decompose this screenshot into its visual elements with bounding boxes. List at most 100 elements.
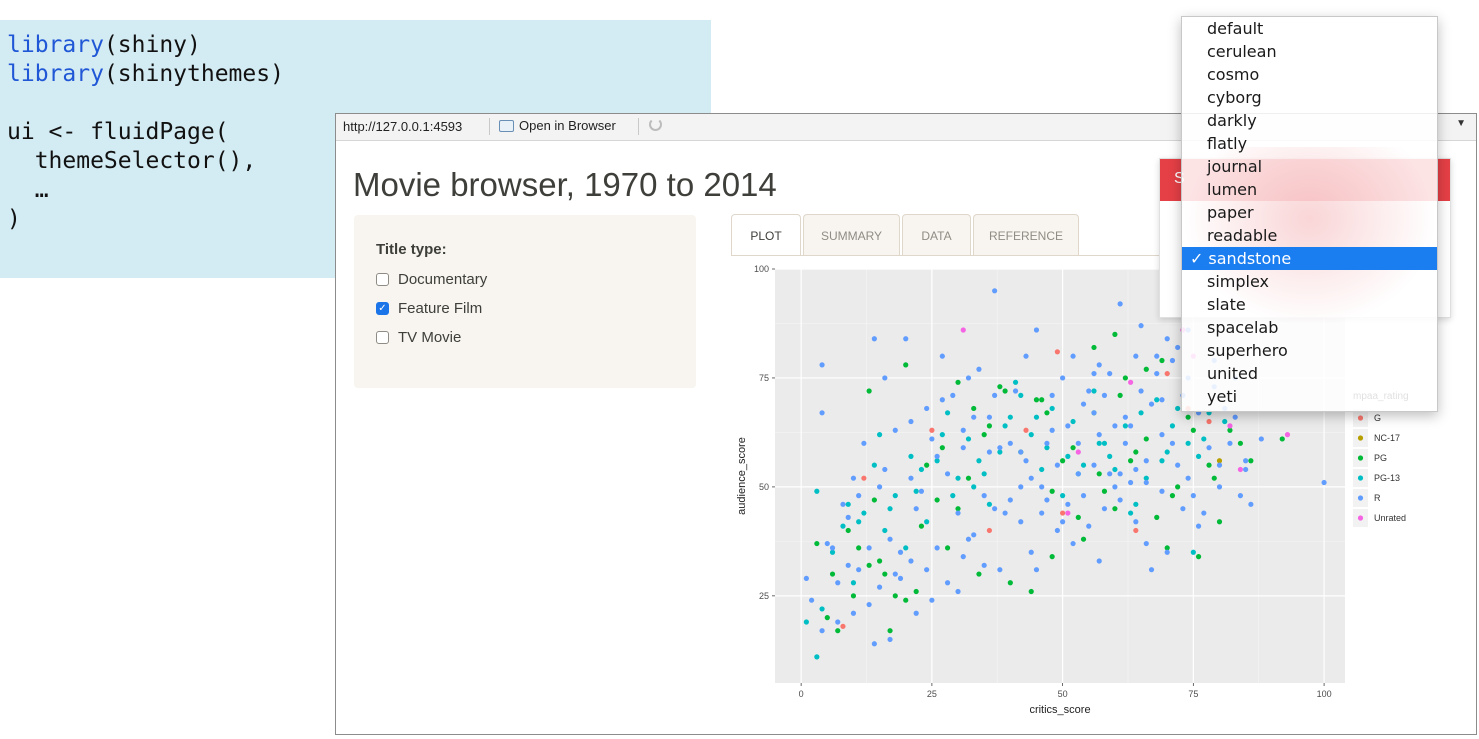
data-point-r bbox=[1117, 301, 1123, 307]
data-point-pg bbox=[1044, 410, 1050, 416]
data-point-pg-13 bbox=[1154, 397, 1160, 403]
data-point-pg-13 bbox=[814, 654, 820, 660]
data-point-g bbox=[1054, 349, 1060, 355]
checkbox-box[interactable]: ✓ bbox=[376, 302, 389, 315]
theme-option-paper[interactable]: paper bbox=[1182, 201, 1437, 224]
data-point-pg-13 bbox=[944, 410, 951, 416]
data-point-pg-13 bbox=[814, 488, 820, 494]
legend-swatch bbox=[1357, 415, 1364, 421]
open-in-browser-button[interactable]: Open in Browser bbox=[499, 118, 616, 133]
data-point-pg-13 bbox=[1127, 510, 1134, 516]
theme-option-readable[interactable]: readable bbox=[1182, 224, 1437, 247]
theme-option-spacelab[interactable]: spacelab bbox=[1182, 316, 1437, 339]
data-point-r bbox=[1243, 466, 1249, 473]
data-point-r bbox=[1028, 475, 1034, 481]
data-point-pg-13 bbox=[997, 449, 1003, 455]
theme-option-cosmo[interactable]: cosmo bbox=[1182, 63, 1437, 86]
data-point-r bbox=[1065, 501, 1071, 507]
theme-option-flatly[interactable]: flatly bbox=[1182, 132, 1437, 155]
legend-label: PG bbox=[1374, 453, 1387, 463]
theme-option-yeti[interactable]: yeti bbox=[1182, 385, 1437, 408]
tab-data[interactable]: DATA bbox=[902, 214, 971, 256]
data-point-pg-13 bbox=[892, 493, 898, 499]
data-point-r bbox=[1112, 423, 1118, 429]
code-line: library(shinythemes) bbox=[7, 60, 284, 89]
data-point-r bbox=[1169, 357, 1176, 364]
theme-option-united[interactable]: united bbox=[1182, 362, 1437, 385]
data-point-r bbox=[934, 453, 940, 459]
data-point-pg bbox=[1112, 331, 1118, 337]
data-point-pg-13 bbox=[1164, 449, 1170, 455]
theme-option-cerulean[interactable]: cerulean bbox=[1182, 40, 1437, 63]
checkbox-documentary[interactable]: Documentary bbox=[376, 271, 487, 288]
data-point-pg bbox=[866, 388, 872, 394]
data-point-r bbox=[1080, 493, 1087, 499]
data-point-r bbox=[1028, 549, 1034, 555]
data-point-r bbox=[866, 545, 872, 551]
data-point-pg-13 bbox=[1133, 501, 1139, 507]
data-point-r bbox=[835, 580, 841, 586]
x-tick-label: 75 bbox=[1188, 689, 1198, 699]
data-point-g bbox=[1133, 527, 1139, 534]
theme-option-simplex[interactable]: simplex bbox=[1182, 270, 1437, 293]
data-point-r bbox=[1122, 414, 1128, 420]
data-point-r bbox=[840, 501, 846, 507]
data-point-r bbox=[1060, 375, 1066, 381]
theme-selector-dropdown[interactable]: default cerulean cosmo cyborg darkly flatly jo… bbox=[1181, 16, 1438, 412]
data-point-pg bbox=[1117, 392, 1123, 398]
data-point-r bbox=[1154, 353, 1160, 359]
data-point-pg bbox=[918, 523, 925, 529]
data-point-r bbox=[1243, 458, 1249, 464]
tab-summary[interactable]: SUMMARY bbox=[803, 214, 900, 256]
data-point-pg bbox=[955, 379, 961, 385]
theme-option-label: slate bbox=[1207, 295, 1246, 314]
data-point-r bbox=[1033, 567, 1040, 573]
data-point-pg-13 bbox=[939, 432, 945, 438]
data-point-unrated bbox=[1075, 449, 1081, 455]
code-text: ) bbox=[7, 206, 21, 232]
data-point-r bbox=[876, 484, 883, 490]
theme-option-label: readable bbox=[1207, 226, 1278, 245]
y-axis-label: audience_score bbox=[736, 437, 748, 515]
theme-option-label: yeti bbox=[1207, 387, 1238, 406]
data-point-pg-13 bbox=[955, 475, 961, 481]
theme-option-darkly[interactable]: darkly bbox=[1182, 109, 1437, 132]
data-point-r bbox=[1148, 567, 1155, 573]
checkbox-tv-movie[interactable]: TV Movie bbox=[376, 329, 461, 346]
theme-option-journal[interactable]: journal bbox=[1182, 155, 1437, 178]
data-point-r bbox=[1258, 436, 1264, 442]
data-point-r bbox=[934, 545, 940, 551]
data-point-pg-13 bbox=[1190, 549, 1196, 555]
chevron-down-icon[interactable]: ▼ bbox=[1456, 118, 1466, 129]
data-point-r bbox=[1232, 414, 1238, 420]
theme-option-lumen[interactable]: lumen bbox=[1182, 178, 1437, 201]
tab-plot[interactable]: PLOT bbox=[731, 214, 801, 256]
tab-reference[interactable]: REFERENCE bbox=[973, 214, 1079, 256]
data-point-nc-17 bbox=[1216, 458, 1223, 464]
legend-swatch bbox=[1357, 515, 1364, 521]
theme-option-superhero[interactable]: superhero bbox=[1182, 339, 1437, 362]
theme-option-slate[interactable]: slate bbox=[1182, 293, 1437, 316]
theme-option-sandstone[interactable]: ✓ sandstone bbox=[1182, 247, 1437, 270]
url-text[interactable]: http://127.0.0.1:4593 bbox=[343, 119, 463, 134]
data-point-pg-13 bbox=[913, 488, 919, 494]
data-point-r bbox=[1133, 466, 1139, 473]
data-point-r bbox=[1018, 519, 1024, 525]
theme-option-default[interactable]: default bbox=[1182, 17, 1437, 40]
data-point-pg bbox=[1002, 388, 1008, 394]
data-point-r bbox=[1201, 510, 1207, 516]
code-keyword: library bbox=[7, 61, 104, 87]
data-point-pg-13 bbox=[903, 545, 909, 551]
data-point-r bbox=[1164, 549, 1170, 555]
checkbox-box[interactable] bbox=[376, 273, 389, 286]
checkbox-feature-film[interactable]: ✓ Feature Film bbox=[376, 300, 482, 317]
data-point-pg bbox=[1279, 436, 1285, 442]
code-line: themeSelector(), bbox=[7, 147, 284, 176]
data-point-r bbox=[913, 610, 919, 616]
data-point-pg bbox=[1143, 436, 1149, 442]
data-point-pg bbox=[1248, 458, 1254, 464]
checkbox-box[interactable] bbox=[376, 331, 389, 344]
data-point-r bbox=[1195, 523, 1202, 529]
theme-option-cyborg[interactable]: cyborg bbox=[1182, 86, 1437, 109]
refresh-icon[interactable] bbox=[649, 118, 662, 131]
